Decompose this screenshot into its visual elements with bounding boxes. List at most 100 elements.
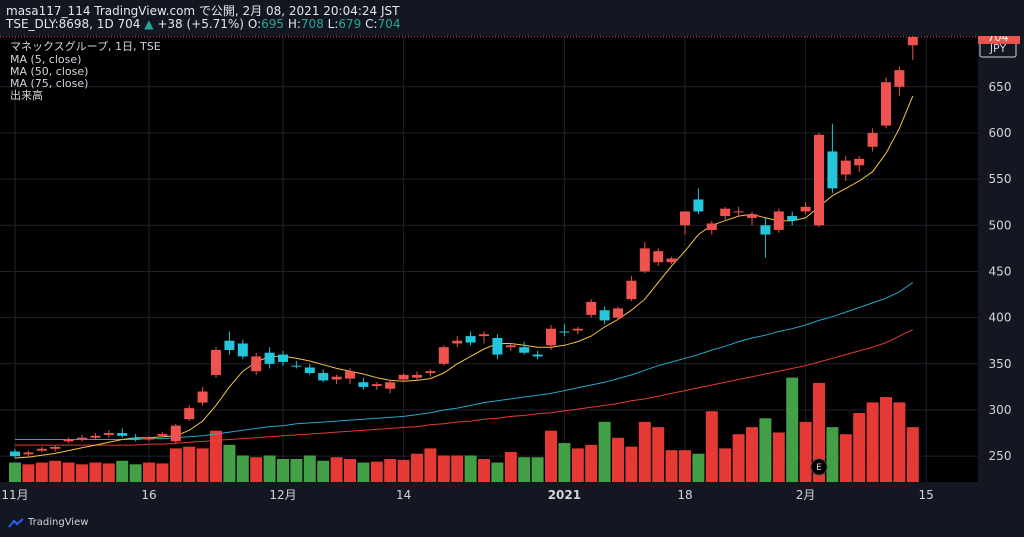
open-value: 695 [261,17,285,31]
volume-bar [839,434,852,482]
candle-body [36,448,47,451]
volume-bar [9,462,21,482]
candle-body [800,206,811,212]
tradingview-logo[interactable]: TradingView [8,517,88,528]
candle [251,352,262,375]
candle [465,331,476,346]
candle [170,423,181,444]
y-tick-label: 250 [989,449,1012,463]
candle-body [773,211,784,230]
candle-body [264,352,275,364]
volume-bar [746,427,758,482]
candle [438,345,449,366]
volume-bar [518,457,531,482]
volume-bar [303,455,316,482]
candle-body [479,334,489,337]
candle-body [278,354,288,362]
candle [77,434,87,442]
volume-bar [665,450,678,482]
time-axis [0,482,978,507]
volume-bar [612,437,624,482]
candle [827,123,838,193]
candle-body [318,373,329,381]
candle [50,445,61,452]
volume-bar [866,402,879,482]
x-tick-label: 2021 [548,488,581,502]
ma5-line [14,95,914,459]
legend: マネックスグループ, 1日, TSE MA (5, close) MA (50,… [10,39,161,102]
volume-bar [370,461,383,482]
candle [773,208,784,233]
volume-bar [893,402,906,482]
candle [881,77,891,129]
y-tick-label: 550 [989,172,1012,186]
candle [371,382,382,390]
candle-body [103,433,114,435]
plot-background [0,36,978,482]
candle-body [224,340,235,350]
candle [626,276,637,302]
candle-body [117,433,128,436]
high-value: 708 [300,17,324,31]
volume-bar [290,459,303,482]
candle-body [720,208,731,217]
price-chart[interactable]: 250 300 350 400 450 500 550 600 650 11月 16 12月 14 20… [0,36,1024,507]
candle-body [438,347,449,364]
legend-ma50: MA (50, close) [10,65,88,78]
symbol-label: TSE_DLY:8698, 1D [6,17,114,31]
candle [854,156,865,172]
candle [840,156,851,181]
volume-bar [705,411,718,482]
candle-body [599,310,610,321]
volume-bar [625,446,638,482]
candle [304,363,315,375]
candle-body [613,308,623,318]
earnings-marker[interactable]: E [810,458,828,476]
candle [398,373,409,383]
candle [747,211,757,226]
volume-bar [263,455,276,482]
footer: TradingView [0,507,1024,537]
volume-bars [9,377,919,482]
volume-bar [491,462,504,482]
candle [36,446,47,453]
price-change: +38 (+5.71%) [157,17,244,31]
candle [157,432,168,438]
candle [760,217,771,258]
ma50-line [15,282,914,440]
candle [90,433,101,440]
volume-bar [424,448,437,482]
candle-body [358,382,369,387]
candle-body [425,371,436,374]
candle [117,428,128,438]
high-label: H: [287,17,301,31]
candle [693,188,704,215]
candle-body [331,376,342,380]
candle [318,369,329,383]
volume-bar [880,397,892,482]
legend-volume: 出来高 [10,88,43,102]
ma75-line [15,329,914,446]
volume-bar [357,462,370,482]
open-label: O: [247,17,262,31]
candle [733,206,744,217]
tradingview-icon [8,517,24,528]
candle [814,132,824,228]
candle-body [184,408,195,420]
candle [10,448,20,458]
candle [479,331,489,344]
candle [331,374,342,385]
volume-bar [330,457,343,482]
volume-bar [236,455,249,482]
candle-body [706,223,717,230]
volume-bar [49,460,62,482]
candle [291,361,302,369]
volume-bar [531,457,544,482]
volume-bar [223,444,236,482]
candle-body [519,347,530,353]
candle-body [304,367,315,374]
x-tick-label: 11月 [1,488,28,502]
volume-bar [545,430,557,482]
candle-body [867,132,878,147]
candle-body [787,216,798,221]
